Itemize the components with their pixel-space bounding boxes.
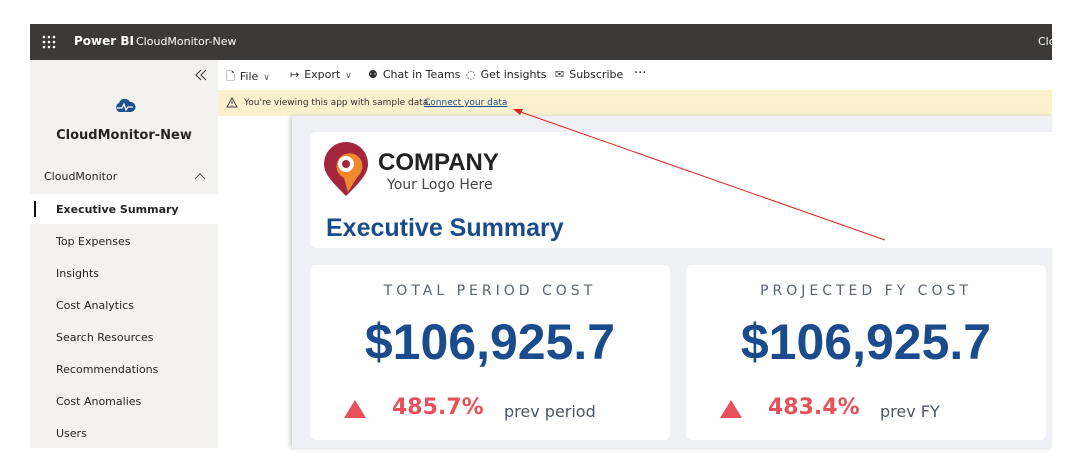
header-card: COMPANY Your Logo Here Executive Summary [310,132,1070,248]
toolbar-button[interactable]: ⚉ Chat in Teams [368,68,460,81]
nav-label[interactable]: Insights [56,267,100,280]
kpi-label: TOTAL PERIOD COST [383,283,597,299]
sample-data-banner: You're viewing this app with sample data… [218,90,1052,116]
toolbar-icon: ↦ [290,68,300,81]
collapse-icon[interactable] [194,68,208,82]
more-icon[interactable]: ··· [634,66,647,81]
nav-item[interactable]: Cost Analytics [30,290,218,320]
banner-link[interactable]: Connect your data [424,98,508,108]
nav-label[interactable]: Users [56,427,87,440]
toolbar: 🗋 File ∨ ↦ Export ∨ ⚉ Chat in Teams ◌ Get insight… [218,60,1052,90]
kpi-value: $106,925.7 [364,314,616,370]
toolbar-button[interactable]: ✉ Subscribe [555,68,623,81]
sidebar-app-name: CloudMonitor-New [56,128,192,143]
trend-icon [344,400,366,418]
report-title: Executive Summary [326,214,564,242]
workspace-name: CloudMonitor-New [136,35,237,48]
toolbar-button[interactable]: ↦ Export ∨ [290,68,352,81]
app-icon [116,98,136,112]
dropdown-chevron: ∨ [263,73,270,83]
warning-icon [226,97,238,108]
kpi-comparison: prev period [504,402,596,421]
section-name[interactable]: CloudMonitor [44,170,118,183]
logo-tagline: Your Logo Here [387,177,493,193]
nav-item[interactable]: Top Expenses [30,226,218,256]
nav-label[interactable]: Cost Anomalies [56,395,142,408]
logo-name: COMPANY [378,149,499,176]
nav-item[interactable]: Recommendations [30,354,218,384]
user-name[interactable]: Clo [1038,35,1052,48]
nav-label[interactable]: Top Expenses [56,235,131,248]
nav-item[interactable]: Users [30,418,218,448]
kpi-value: $106,925.7 [740,314,992,370]
toolbar-label[interactable]: Subscribe [569,68,624,81]
nav-item[interactable]: Cost Anomalies [30,386,218,416]
active-indicator [34,201,36,217]
toolbar-label[interactable]: File [239,70,259,83]
trend-icon [720,400,742,418]
toolbar-icon: ◌ [466,68,476,81]
kpi-change: 483.4% [768,395,860,420]
kpi-comparison: prev FY [880,402,940,421]
app-launcher[interactable] [42,35,56,49]
toolbar-label[interactable]: Export [304,68,341,81]
nav-item[interactable]: Executive Summary [30,194,218,224]
toolbar-icon: 🗋 [226,70,235,83]
kpi-card: PROJECTED FY COST $106,925.7 483.4% prev FY [686,265,1046,440]
toolbar-icon: ⚉ [368,68,378,81]
toolbar-label[interactable]: Chat in Teams [382,68,461,81]
sidebar: CloudMonitor-New CloudMonitor Executive … [30,60,218,448]
nav-label[interactable]: Recommendations [56,363,159,376]
toolbar-icon: ✉ [555,68,565,81]
toolbar-button[interactable]: 🗋 File ∨ [226,68,270,87]
banner-message: You're viewing this app with sample data… [244,98,432,108]
nav-item[interactable]: Insights [30,258,218,288]
nav-label[interactable]: Search Resources [56,331,154,344]
dropdown-chevron: ∨ [345,71,352,81]
nav-label[interactable]: Executive Summary [56,203,179,216]
app-name[interactable]: Power BI [74,34,134,48]
nav-label[interactable]: Cost Analytics [56,299,134,312]
nav-item[interactable]: Search Resources [30,322,218,352]
toolbar-label[interactable]: Get insights [480,68,547,81]
company-logo [324,142,368,196]
section-chevron[interactable] [194,172,206,180]
kpi-label: PROJECTED FY COST [760,283,972,299]
report-page: COMPANY Your Logo Here Executive Summary… [292,116,1070,448]
toolbar-button[interactable]: ◌ Get insights [466,68,547,81]
kpi-card: TOTAL PERIOD COST $106,925.7 485.7% prev pe… [310,265,670,440]
top-bar: Power BI CloudMonitor-New Clo [30,24,1052,60]
kpi-change: 485.7% [392,395,484,420]
